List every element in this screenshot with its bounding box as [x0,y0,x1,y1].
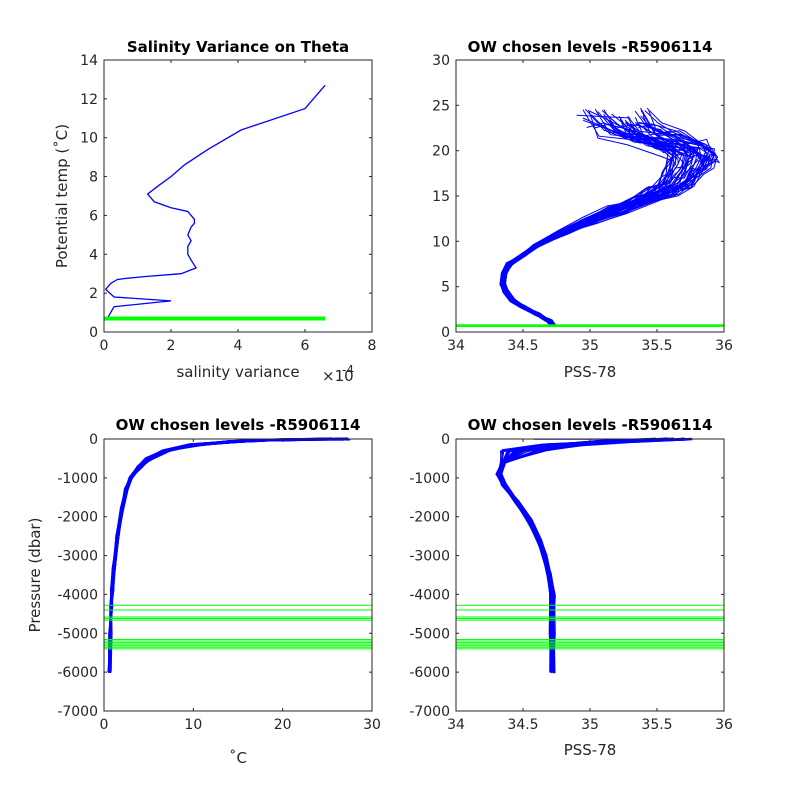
axis-ticks: 34 34.5 35 35.5 36 0 -1000 -2000 -3000 -4000 -5000… [409,432,733,733]
profile-line [499,439,693,673]
y-tick-label: 0 [89,325,98,341]
y-tick-label: 8 [89,170,98,186]
x-tick-label: 36 [715,338,733,354]
y-tick-label: 6 [89,208,98,224]
y-tick-label: -4000 [57,587,98,603]
y-tick-label: -2000 [409,510,450,526]
y-tick-label: -6000 [57,665,98,681]
x-tick-label: 0 [100,338,109,354]
y-tick-label: 0 [441,432,450,448]
x-axis-exponent-power: -4 [342,363,354,377]
x-axis-label: PSS-78 [564,741,617,759]
axis-ticks: 0 10 20 30 0 -1000 -2000 -3000 -4000 -5000 -6000 -7… [57,432,381,733]
x-axis-exponent-base: ×10 [322,367,354,385]
panel-salinity-variance: Salinity Variance on Theta 0 2 4 6 8 0 2 4 6 8 10 1… [53,38,376,385]
x-tick-label: 20 [274,717,292,733]
y-tick-label: 0 [441,325,450,341]
x-tick-label: 35.5 [641,338,672,354]
panel-title: OW chosen levels -R5906114 [468,416,713,434]
variance-profile-line [104,84,326,319]
profile-line [503,121,704,326]
x-tick-label: 2 [167,338,176,354]
y-tick-label: 0 [89,432,98,448]
outlier-profile-line [576,114,631,119]
y-tick-label: 12 [80,92,98,108]
plot-area [104,437,372,673]
x-tick-label: 10 [184,717,202,733]
x-tick-label: 30 [363,717,381,733]
y-tick-label: 14 [80,53,98,69]
x-tick-label: 34.5 [507,338,538,354]
x-tick-label: 6 [301,338,310,354]
panel-title: OW chosen levels -R5906114 [116,416,361,434]
y-tick-label: 5 [441,280,450,296]
x-tick-label: 34.5 [507,717,538,733]
panel-salinity-pressure: OW chosen levels -R5906114 34 34.5 35 35.5 3… [409,416,733,759]
x-tick-label: 8 [368,338,377,354]
x-tick-label: 34 [447,338,465,354]
y-tick-label: -7000 [57,704,98,720]
x-tick-label: 35.5 [641,717,672,733]
profile-line [499,437,674,673]
x-axis-label: PSS-78 [564,363,617,381]
y-tick-label: -4000 [409,587,450,603]
profile-line [108,438,348,673]
panel-temperature-pressure: OW chosen levels -R5906114 0 10 20 30 0 -1000… [26,416,381,767]
x-tick-label: 34 [447,717,465,733]
x-tick-label: 4 [234,338,243,354]
y-tick-label: 20 [432,144,450,160]
axis-ticks: 0 2 4 6 8 0 2 4 6 8 10 12 14 [80,53,376,354]
y-tick-label: -7000 [409,704,450,720]
panel-theta-salinity: OW chosen levels -R5906114 34 34.5 35 35.5 3… [432,38,733,381]
x-axis-label: salinity variance [176,363,299,381]
y-axis-label: Pressure (dbar) [26,518,44,633]
y-axis-label: Potential temp (˚C) [53,124,71,268]
axis-ticks: 34 34.5 35 35.5 36 0 5 10 15 20 25 30 [432,53,733,354]
y-tick-label: 10 [432,234,450,250]
y-tick-label: -6000 [409,665,450,681]
y-tick-label: -2000 [57,510,98,526]
plot-area [456,437,724,674]
plot-area [456,107,724,328]
x-axis-label: ˚C [229,749,247,767]
profile-line [504,107,721,326]
y-tick-label: 10 [80,131,98,147]
y-tick-label: -3000 [409,549,450,565]
profile-line [504,125,719,326]
x-tick-label: 0 [100,717,109,733]
y-tick-label: -5000 [57,626,98,642]
y-tick-label: 4 [89,247,98,263]
x-tick-label: 35 [581,717,599,733]
plot-area [104,84,326,321]
y-tick-label: 30 [432,53,450,69]
y-tick-label: 25 [432,98,450,114]
y-tick-label: 2 [89,286,98,302]
profile-line [501,113,689,326]
panel-title: OW chosen levels -R5906114 [468,38,713,56]
y-tick-label: -1000 [409,471,450,487]
panel-title: Salinity Variance on Theta [127,38,349,56]
axes-box [103,438,373,712]
y-tick-label: 15 [432,189,450,205]
profile-line [497,439,678,673]
y-tick-label: -1000 [57,471,98,487]
x-tick-label: 35 [581,338,599,354]
y-tick-label: -3000 [57,549,98,565]
y-tick-label: -5000 [409,626,450,642]
x-tick-label: 36 [715,717,733,733]
